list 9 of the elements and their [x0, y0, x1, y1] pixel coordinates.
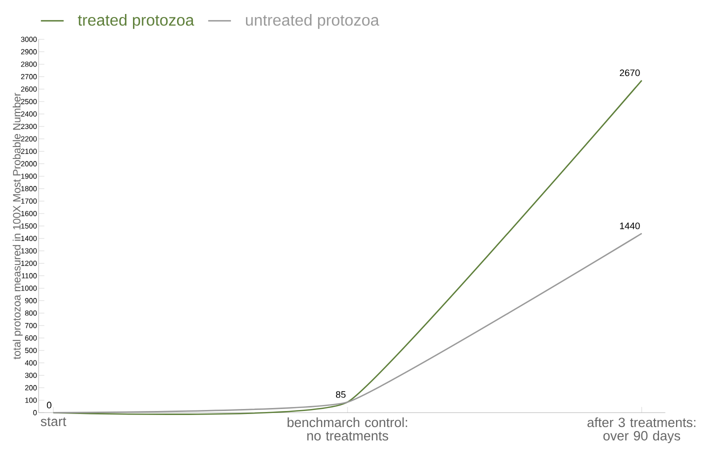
data-label: 85 [336, 391, 346, 398]
data-label: 2670 [620, 70, 640, 76]
legend-label: treated protozoa [78, 14, 194, 29]
x-tick-label: after 3 treatments: over 90 days [587, 417, 696, 444]
data-label: 0 [46, 402, 52, 408]
data-label: 1440 [620, 222, 640, 230]
x-tick-label: benchmarch control: no treatments [288, 417, 408, 440]
legend-label: untreated protozoa [246, 14, 380, 29]
x-tick-label: start [40, 417, 66, 426]
